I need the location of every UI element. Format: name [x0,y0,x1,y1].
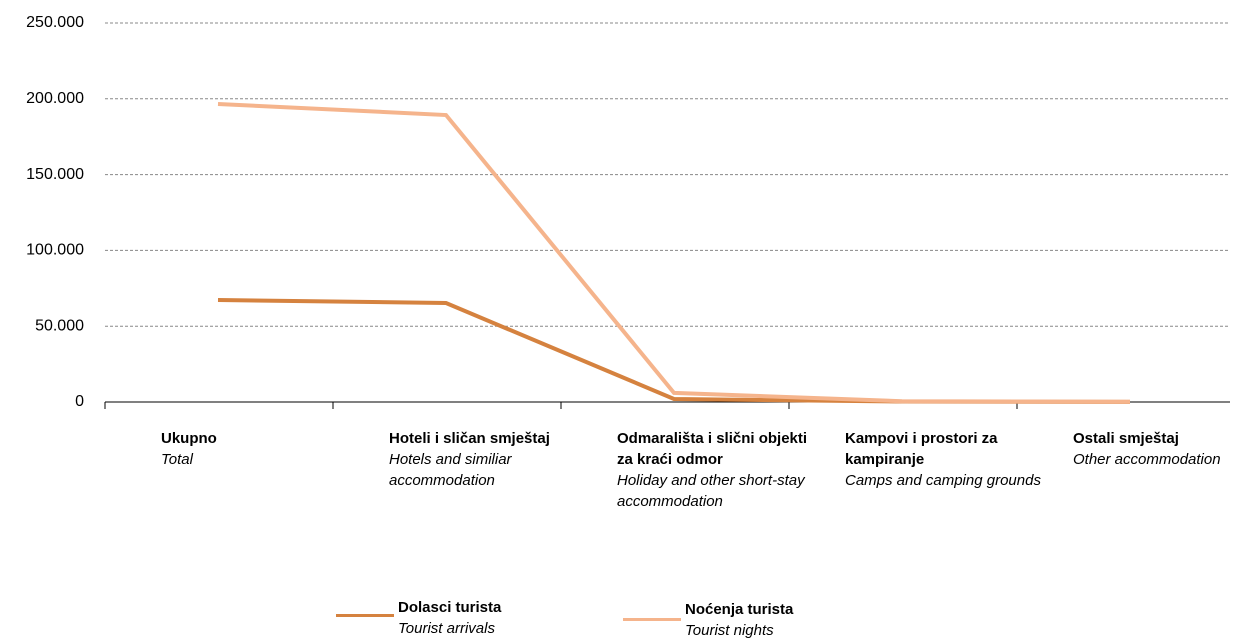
legend-item: Dolasci turista Tourist arrivals [336,597,502,639]
y-tick-label: 50.000 [35,317,84,334]
series-line [217,297,1131,404]
legend-translation: Tourist nights [685,622,774,639]
y-tick-label: 150.000 [26,166,84,183]
x-tick-label: Odmarališta i slični objekti za kraći od… [617,428,817,512]
legend-swatch [336,614,394,617]
y-tick-label: 250.000 [26,14,84,31]
y-tick-label: 0 [75,393,84,410]
category-translation: Other accommodation [1073,451,1221,468]
category-name: Odmarališta i slični objekti za kraći od… [617,430,808,468]
x-tick-label: Ukupno Total [161,428,361,470]
category-name: Ukupno [161,430,217,447]
x-tick-label: Hoteli i sličan smještaj Hotels and simil… [389,428,589,491]
legend-translation: Tourist arrivals [398,620,495,637]
legend-name: Noćenja turista [685,601,794,618]
legend-item: Noćenja turista Tourist nights [623,599,794,641]
y-tick-label: 100.000 [26,242,84,259]
category-translation: Camps and camping grounds [845,472,1041,489]
legend-name: Dolasci turista [398,599,502,616]
y-tick-label: 200.000 [26,90,84,107]
x-tick-label: Kampovi i prostori za kampiranje Camps an… [845,428,1045,491]
category-translation: Hotels and similiar accommodation [389,451,512,489]
x-tick-label: Ostali smještaj Other accommodation [1073,428,1238,470]
category-name: Kampovi i prostori za kampiranje [845,430,998,468]
category-name: Hoteli i sličan smještaj [389,430,550,447]
legend-swatch [623,618,681,621]
category-name: Ostali smještaj [1073,430,1179,447]
category-translation: Holiday and other short-stay accommodati… [617,472,805,510]
series-line [217,101,1131,404]
category-translation: Total [161,451,193,468]
